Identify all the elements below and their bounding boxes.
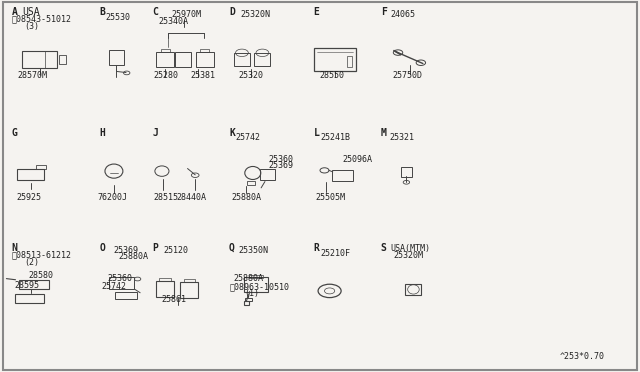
Text: 25369: 25369	[269, 161, 294, 170]
Bar	[109, 277, 134, 289]
Text: 25320M: 25320M	[394, 251, 424, 260]
Bar	[245, 298, 252, 301]
Text: S: S	[381, 243, 387, 253]
Bar	[314, 48, 356, 71]
Bar	[175, 52, 191, 67]
Bar	[234, 53, 250, 66]
Text: 25340A: 25340A	[159, 17, 189, 26]
Text: F: F	[381, 7, 387, 17]
Text: 28595: 28595	[14, 281, 39, 290]
Bar	[109, 50, 124, 65]
Text: 25120: 25120	[163, 246, 188, 255]
Text: 28440A: 28440A	[176, 193, 206, 202]
Text: D: D	[229, 7, 235, 17]
Text: USA(MTM): USA(MTM)	[390, 244, 430, 253]
Text: 24065: 24065	[390, 10, 415, 19]
Bar	[247, 181, 255, 185]
Text: 25925: 25925	[16, 193, 41, 202]
Text: C: C	[152, 7, 158, 17]
Text: P: P	[152, 243, 158, 253]
Text: 25530: 25530	[106, 13, 131, 22]
Bar	[156, 52, 174, 67]
Text: 25360: 25360	[108, 275, 132, 283]
Text: A: A	[12, 7, 17, 17]
Text: 25381: 25381	[191, 71, 216, 80]
Text: (1): (1)	[244, 289, 259, 298]
Text: 25880A: 25880A	[232, 193, 262, 202]
Bar	[115, 292, 137, 299]
Text: Ⓜ08543-51012: Ⓜ08543-51012	[12, 15, 72, 24]
Text: 25880A: 25880A	[118, 252, 148, 261]
Bar	[332, 170, 353, 181]
Bar	[161, 49, 170, 52]
Bar	[406, 284, 422, 295]
Text: 76200J: 76200J	[97, 193, 127, 202]
Bar	[156, 280, 174, 298]
Text: L: L	[314, 128, 319, 138]
Bar	[15, 294, 44, 303]
Bar	[347, 56, 352, 67]
Text: 25096A: 25096A	[342, 155, 372, 164]
Text: E: E	[314, 7, 319, 17]
Text: 25750D: 25750D	[392, 71, 422, 80]
Bar	[249, 275, 263, 278]
Text: H: H	[99, 128, 105, 138]
Text: ⓝ08963-10510: ⓝ08963-10510	[229, 282, 289, 291]
Text: G: G	[12, 128, 17, 138]
Text: 25742: 25742	[101, 282, 126, 291]
Text: ^253*0.70: ^253*0.70	[560, 352, 605, 361]
Text: 28570M: 28570M	[17, 71, 47, 80]
Bar	[59, 55, 67, 64]
Text: 25970M: 25970M	[172, 10, 202, 19]
Bar	[255, 53, 271, 66]
Text: Q: Q	[229, 243, 235, 253]
Text: 25321: 25321	[389, 133, 414, 142]
Bar	[401, 167, 412, 177]
Text: 28580: 28580	[29, 271, 54, 280]
Bar	[17, 169, 44, 180]
Text: 25880A: 25880A	[234, 274, 264, 283]
Text: K: K	[229, 128, 235, 138]
Text: 25320N: 25320N	[240, 10, 270, 19]
Text: Ⓜ08513-61212: Ⓜ08513-61212	[12, 251, 72, 260]
Text: 25241B: 25241B	[320, 133, 350, 142]
Bar	[22, 51, 58, 68]
Text: 25369: 25369	[114, 246, 139, 255]
Text: (3): (3)	[24, 22, 39, 31]
Bar	[200, 49, 209, 52]
Bar	[260, 169, 275, 180]
Bar	[184, 279, 195, 282]
Bar	[19, 280, 49, 289]
Text: (2): (2)	[24, 258, 39, 267]
Bar	[159, 278, 171, 281]
Text: 25280: 25280	[154, 71, 179, 80]
Text: 25505M: 25505M	[316, 193, 346, 202]
Text: 25742: 25742	[236, 133, 260, 142]
Bar	[244, 301, 249, 305]
Text: 25360: 25360	[269, 155, 294, 164]
Text: B: B	[99, 7, 105, 17]
Bar	[180, 282, 198, 298]
Text: 25350N: 25350N	[238, 246, 268, 255]
Text: R: R	[314, 243, 319, 253]
Text: USA: USA	[22, 7, 40, 17]
Text: 28515: 28515	[153, 193, 178, 202]
Text: O: O	[99, 243, 105, 253]
Text: 25861: 25861	[162, 295, 187, 304]
Text: N: N	[12, 243, 17, 253]
Text: 28550: 28550	[319, 71, 344, 80]
Text: 25320: 25320	[238, 71, 263, 80]
Text: M: M	[381, 128, 387, 138]
Bar	[244, 277, 268, 292]
Text: 25210F: 25210F	[320, 249, 350, 258]
Bar	[196, 52, 214, 67]
Text: J: J	[152, 128, 158, 138]
Bar	[36, 165, 46, 169]
